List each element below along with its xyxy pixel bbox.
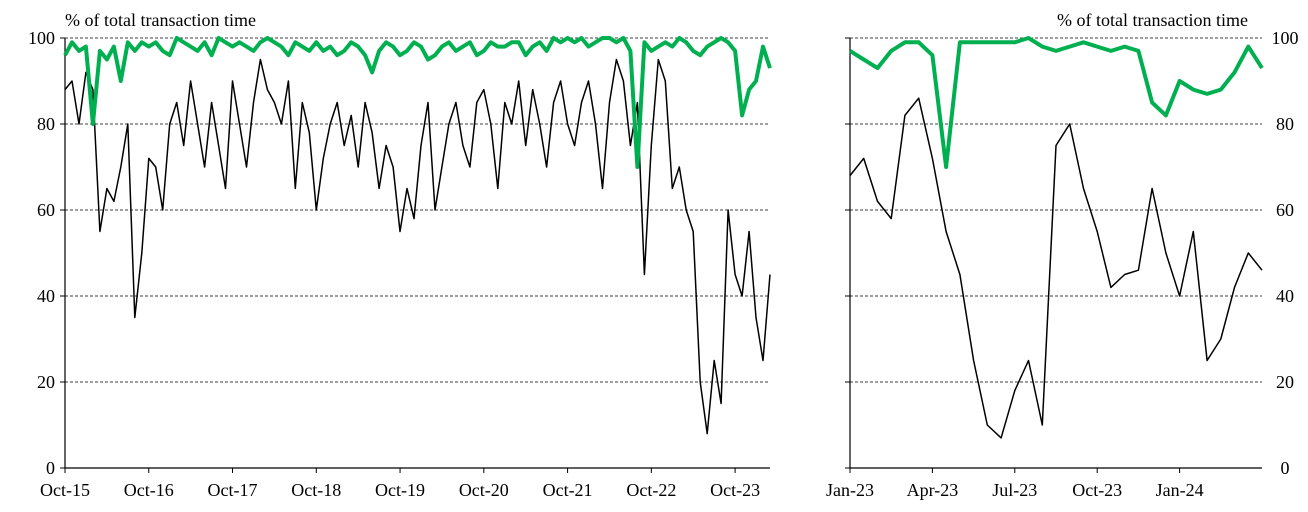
y-tick-label: 0 [1281, 458, 1290, 478]
y-tick-label: 20 [1276, 372, 1294, 392]
x-tick-label: Oct-15 [40, 480, 90, 500]
x-tick-label: Oct-20 [459, 480, 509, 500]
y-axis-label: % of total transaction time [65, 10, 256, 30]
x-tick-label: Oct-16 [124, 480, 174, 500]
data-line [848, 36, 1264, 169]
x-tick-label: Jul-23 [992, 480, 1037, 500]
y-tick-label: 100 [1272, 28, 1299, 48]
y-tick-label: 20 [37, 372, 55, 392]
x-tick-label: Oct-23 [710, 480, 760, 500]
x-tick-label: Jan-24 [1156, 480, 1204, 500]
x-tick-label: Oct-19 [375, 480, 425, 500]
y-tick-label: 60 [37, 200, 55, 220]
data-line [63, 36, 772, 169]
x-tick-label: Jan-23 [826, 480, 874, 500]
y-tick-label: 40 [37, 286, 55, 306]
y-tick-label: 40 [1276, 286, 1294, 306]
data-line [849, 97, 1263, 439]
x-tick-label: Apr-23 [907, 480, 959, 500]
x-tick-label: Oct-17 [208, 480, 258, 500]
data-line [64, 58, 771, 435]
x-tick-label: Oct-18 [291, 480, 341, 500]
y-tick-label: 80 [1276, 114, 1294, 134]
y-tick-label: 100 [28, 28, 55, 48]
y-tick-label: 80 [37, 114, 55, 134]
y-tick-label: 0 [46, 458, 55, 478]
y-axis-label: % of total transaction time [1057, 10, 1248, 30]
x-tick-label: Oct-22 [626, 480, 676, 500]
x-tick-label: Oct-23 [1072, 480, 1122, 500]
x-tick-label: Oct-21 [543, 480, 593, 500]
y-tick-label: 60 [1276, 200, 1294, 220]
